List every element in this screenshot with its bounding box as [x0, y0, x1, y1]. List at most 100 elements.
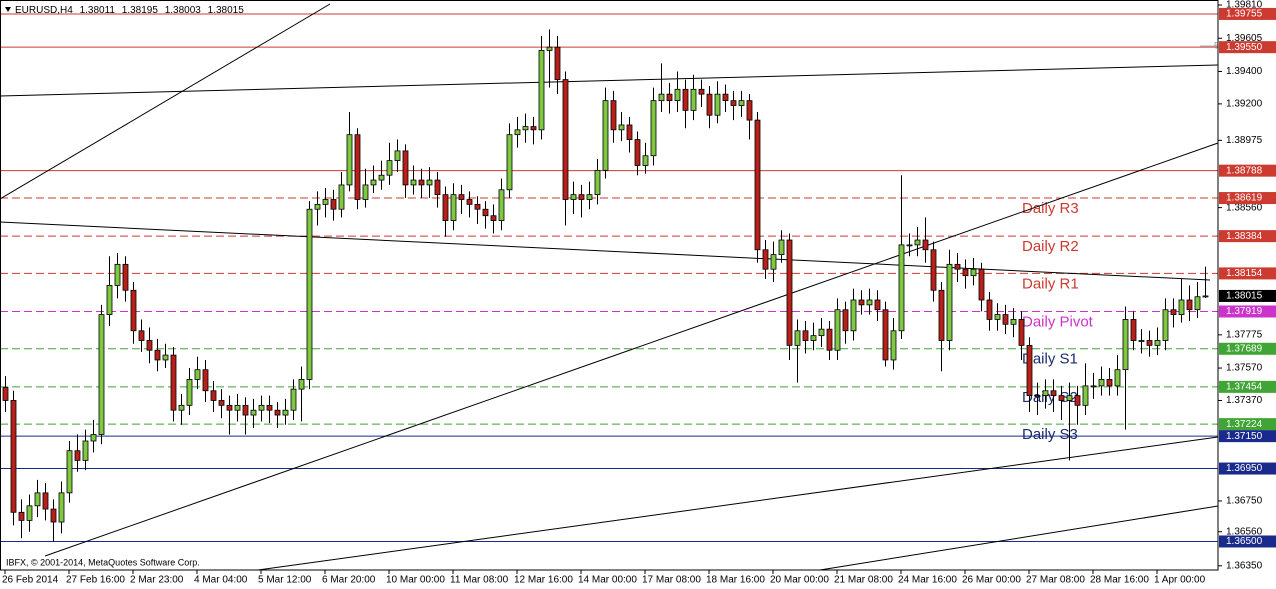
level-label: 1.39755 — [1226, 9, 1263, 20]
candle-body — [706, 93, 713, 116]
x-tick-label: 20 Mar 00:00 — [770, 575, 829, 586]
candle-body — [786, 239, 793, 346]
level-box — [1219, 380, 1276, 393]
trend-line — [0, 221, 1211, 281]
candle-body — [626, 124, 633, 140]
level-box — [1219, 430, 1276, 443]
level-label: 1.38384 — [1226, 231, 1263, 242]
candle-body — [1018, 319, 1025, 346]
trend-line — [44, 142, 1219, 557]
candle-body — [330, 199, 337, 210]
x-tick-label: 11 Mar 08:00 — [450, 575, 509, 586]
candle-body — [386, 160, 393, 176]
x-tick-label: 28 Mar 16:00 — [1090, 575, 1149, 586]
candle-body — [1050, 390, 1057, 397]
candle-body — [82, 440, 89, 461]
candle-body — [122, 263, 129, 291]
trend-line — [819, 505, 1219, 571]
candle-body — [282, 409, 289, 416]
candle-body — [274, 409, 281, 416]
candle-body — [914, 239, 921, 246]
candle-body — [474, 203, 481, 210]
candle-body — [730, 100, 737, 106]
symbol: EURUSD,H4 — [15, 5, 73, 16]
candle-body — [658, 93, 665, 102]
candle-body — [1066, 395, 1073, 401]
candle-body — [922, 239, 929, 251]
footer: IBFX, © 2001-2014, MetaQuotes Software C… — [6, 557, 200, 567]
candle-body — [346, 134, 353, 186]
candle-body — [1026, 344, 1033, 397]
candle-body — [514, 129, 521, 136]
x-tick-label: 17 Mar 08:00 — [642, 575, 701, 586]
candle-body — [226, 404, 233, 411]
candle-body — [154, 349, 161, 361]
level-name: Daily R2 — [1022, 238, 1079, 255]
level-label: 1.36500 — [1226, 536, 1263, 547]
level-box — [1219, 41, 1276, 54]
candle-body — [106, 285, 113, 315]
candle-body — [290, 388, 297, 411]
y-tick-label: 1.36350 — [1226, 560, 1263, 571]
level-box — [1219, 462, 1276, 475]
level-label: 1.38015 — [1226, 291, 1263, 302]
candle-body — [554, 46, 561, 80]
candle-body — [146, 340, 153, 351]
candle-body — [1202, 295, 1209, 298]
candle-body — [762, 249, 769, 270]
candle-body — [1162, 309, 1169, 341]
candle-body — [426, 179, 433, 186]
y-tick-label: 1.36750 — [1226, 496, 1263, 507]
candle-body — [650, 100, 657, 157]
close-value: 1.38015 — [208, 5, 245, 16]
level-name: Daily S3 — [1022, 426, 1078, 443]
x-tick-label: 10 Mar 00:00 — [386, 575, 445, 586]
y-tick-label: 1.37775 — [1226, 329, 1263, 340]
candle-body — [618, 124, 625, 131]
y-tick-label: 1.37370 — [1226, 395, 1263, 406]
candle-body — [306, 208, 313, 380]
candle-body — [1194, 296, 1201, 311]
candle-body — [882, 309, 889, 361]
candle-body — [698, 88, 705, 95]
candle-body — [1090, 385, 1097, 388]
candle-body — [1170, 309, 1177, 315]
trend-line — [257, 436, 1219, 571]
x-tick-label: 18 Mar 16:00 — [706, 575, 765, 586]
candle-body — [546, 46, 553, 51]
level-label: 1.37454 — [1226, 382, 1263, 393]
candle-body — [298, 379, 305, 390]
candle-body — [186, 379, 193, 406]
candle-body — [1186, 299, 1193, 311]
candle-body — [242, 404, 249, 416]
y-tick-label: 1.39810 — [1226, 0, 1263, 11]
candle-body — [370, 179, 377, 186]
candle-body — [994, 314, 1001, 320]
candle-body — [570, 194, 577, 200]
header: EURUSD,H4 1.38011 1.38195 1.38003 1.3801… — [15, 5, 244, 16]
candle-body — [1114, 369, 1121, 387]
level-box — [1219, 342, 1276, 355]
level-name: Daily S1 — [1022, 351, 1078, 368]
candle-body — [178, 404, 185, 411]
candle-body — [714, 93, 721, 116]
plot-frame — [0, 0, 1219, 571]
candle-body — [666, 93, 673, 102]
x-tick-label: 6 Mar 20:00 — [322, 575, 376, 586]
candle-body — [978, 268, 985, 301]
y-tick-label: 1.38560 — [1226, 202, 1263, 213]
candle-body — [322, 199, 329, 205]
candle-body — [130, 289, 137, 332]
trend-line — [0, 3, 331, 200]
candle-body — [234, 404, 241, 411]
x-tick-label: 4 Mar 04:00 — [194, 575, 248, 586]
menu-arrow — [5, 7, 11, 12]
level-box — [1219, 305, 1276, 318]
level-box — [1219, 230, 1276, 243]
x-tick-label: 1 Apr 00:00 — [1154, 575, 1206, 586]
level-label: 1.37224 — [1226, 419, 1263, 430]
x-tick-label: 2 Mar 23:00 — [130, 575, 184, 586]
candle-body — [314, 203, 321, 210]
